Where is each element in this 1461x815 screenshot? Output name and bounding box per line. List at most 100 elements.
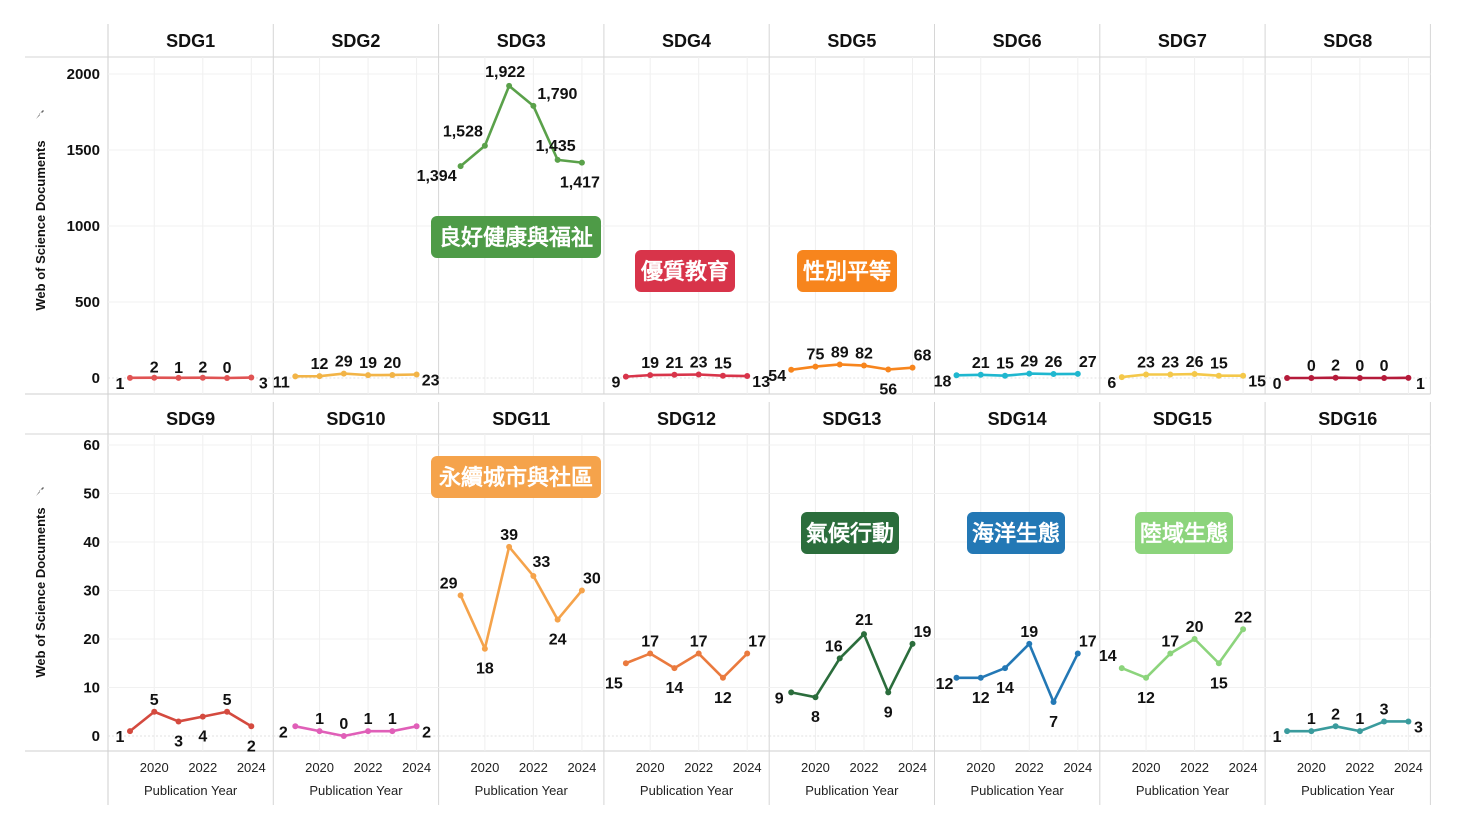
data-label: 23 <box>1137 355 1155 372</box>
data-point <box>1075 371 1081 377</box>
x-axis-title: Publication Year <box>309 783 403 798</box>
data-label: 2 <box>279 724 288 741</box>
data-point <box>696 651 702 657</box>
data-point <box>861 363 867 369</box>
panel-title-sdg15: SDG15 <box>1153 409 1212 429</box>
data-label: 89 <box>831 344 849 361</box>
data-point <box>954 675 960 681</box>
data-label: 9 <box>884 704 893 721</box>
data-label: 4 <box>198 729 207 746</box>
data-label: 1 <box>174 360 183 377</box>
series-line-sdg6 <box>957 374 1078 376</box>
data-point <box>1119 665 1125 671</box>
data-point <box>954 372 960 378</box>
data-label: 11 <box>273 374 290 391</box>
data-point <box>812 694 818 700</box>
badge-sdg4: 優質教育 <box>635 250 735 292</box>
series-line-sdg2 <box>295 374 416 377</box>
data-point <box>1051 699 1057 705</box>
pin-icon <box>36 110 44 119</box>
y-axis-title: Web of Science Documents <box>33 140 48 310</box>
x-tick-label: 2022 <box>188 760 217 775</box>
data-label: 19 <box>1020 624 1038 641</box>
data-label: 2 <box>422 724 431 741</box>
data-point <box>579 588 585 594</box>
data-label: 23 <box>1161 355 1179 372</box>
data-point <box>647 651 653 657</box>
data-point <box>978 675 984 681</box>
y-tick-label: 40 <box>83 534 100 551</box>
data-point <box>127 728 133 734</box>
data-label: 8 <box>811 709 820 726</box>
y-tick-label: 0 <box>92 370 100 387</box>
series-line-sdg10 <box>295 726 416 736</box>
data-point <box>1357 728 1363 734</box>
data-point <box>458 163 464 169</box>
x-tick-label: 2020 <box>1297 760 1326 775</box>
data-point <box>1308 375 1314 381</box>
x-tick-label: 2024 <box>237 760 266 775</box>
data-label: 0 <box>1273 376 1282 393</box>
y-tick-label: 0 <box>92 728 100 745</box>
data-point <box>1026 641 1032 647</box>
data-point <box>292 723 298 729</box>
data-label: 1 <box>388 711 397 728</box>
data-label: 17 <box>1161 634 1179 651</box>
data-label: 2 <box>1331 706 1340 723</box>
data-point <box>885 366 891 372</box>
data-label: 9 <box>775 690 784 707</box>
badge-sdg14: 海洋生態 <box>967 512 1065 554</box>
data-label: 6 <box>1107 375 1116 392</box>
data-point <box>1240 626 1246 632</box>
badge-sdg5: 性別平等 <box>797 250 897 292</box>
x-tick-label: 2024 <box>898 760 927 775</box>
data-label: 22 <box>1234 609 1252 626</box>
data-label: 17 <box>748 634 766 651</box>
panel-title-sdg2: SDG2 <box>331 31 380 51</box>
data-label: 3 <box>1414 719 1423 736</box>
data-point <box>389 372 395 378</box>
data-label: 14 <box>666 680 684 697</box>
data-label: 1,528 <box>443 124 483 141</box>
data-label: 56 <box>879 381 897 398</box>
data-point <box>1143 372 1149 378</box>
y-tick-label: 1000 <box>67 218 100 235</box>
panel-title-sdg5: SDG5 <box>827 31 876 51</box>
data-label: 12 <box>1137 690 1155 707</box>
data-point <box>1075 651 1081 657</box>
badge-label: 氣候行動 <box>806 521 894 546</box>
x-tick-label: 2024 <box>1229 760 1258 775</box>
data-label: 2 <box>247 738 256 755</box>
x-axis-title: Publication Year <box>971 783 1065 798</box>
series-line-sdg12 <box>626 654 747 678</box>
data-point <box>414 723 420 729</box>
x-tick-label: 2024 <box>1394 760 1423 775</box>
y-axis-title: Web of Science Documents <box>33 507 48 677</box>
data-point <box>317 373 323 379</box>
data-label: 0 <box>1307 358 1316 375</box>
data-label: 29 <box>440 575 458 592</box>
data-label: 17 <box>1079 634 1097 651</box>
data-label: 30 <box>583 571 601 588</box>
panel-title-sdg4: SDG4 <box>662 31 711 51</box>
panel-title-sdg3: SDG3 <box>497 31 546 51</box>
data-point <box>200 714 206 720</box>
data-point <box>414 372 420 378</box>
data-point <box>1051 371 1057 377</box>
y-tick-label: 20 <box>83 631 100 648</box>
data-point <box>224 709 230 715</box>
data-point <box>1333 375 1339 381</box>
badge-sdg15: 陸域生態 <box>1135 512 1233 554</box>
data-point <box>1167 651 1173 657</box>
y-tick-label: 1500 <box>67 142 100 159</box>
x-tick-label: 2022 <box>1015 760 1044 775</box>
data-label: 12 <box>311 356 329 373</box>
data-point <box>1002 373 1008 379</box>
data-point <box>341 371 347 377</box>
x-tick-label: 2024 <box>733 760 762 775</box>
data-label: 29 <box>335 354 353 371</box>
data-point <box>151 709 157 715</box>
data-point <box>482 646 488 652</box>
data-point <box>978 372 984 378</box>
